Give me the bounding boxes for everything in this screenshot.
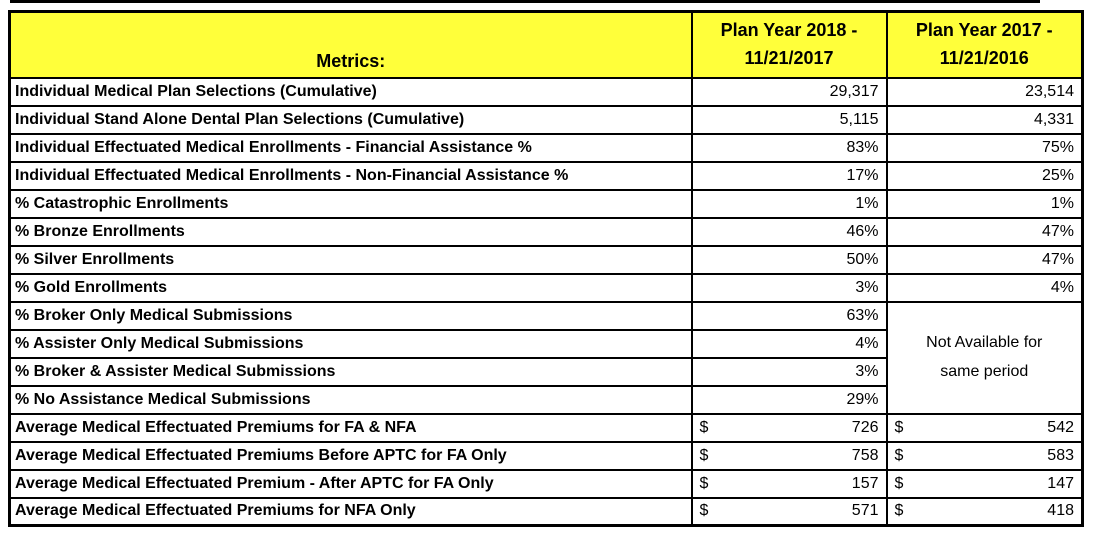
metric-label-cell: % Gold Enrollments xyxy=(8,272,693,303)
value-text: 571 xyxy=(851,502,879,520)
table-row: % No Assistance Medical Submissions 29% xyxy=(8,384,1083,415)
table-row: Average Medical Effectuated Premiums for… xyxy=(8,412,1084,443)
value-2018-cell: 17% xyxy=(690,160,888,191)
metric-label-cell: % Catastrophic Enrollments xyxy=(8,188,693,219)
table-row: % Broker Only Medical Submissions 63% Not … xyxy=(8,300,1084,415)
table-row: Individual Medical Plan Selections (Cumu… xyxy=(8,76,1084,107)
value-2018-cell: $571 xyxy=(690,496,888,527)
value-2017-cell: $147 xyxy=(885,468,1084,499)
table-row: % Broker & Assister Medical Submissions 3… xyxy=(8,356,1083,387)
metrics-table: Metrics: Plan Year 2018 - 11/21/2017 Pla… xyxy=(8,10,1084,527)
value-2017-cell: 4% xyxy=(885,272,1084,303)
value-text: 542 xyxy=(1047,418,1074,436)
plan-year-2018-column-header: Plan Year 2018 - 11/21/2017 xyxy=(690,10,888,79)
table-row: % Assister Only Medical Submissions 4% xyxy=(8,328,1083,359)
table-row: % Silver Enrollments 50% 47% xyxy=(8,244,1084,275)
metric-label-cell: Average Medical Effectuated Premiums for… xyxy=(8,412,693,443)
currency-symbol: $ xyxy=(894,502,904,520)
value-2018-cell: 4% xyxy=(690,328,888,359)
table-row: Average Medical Effectuated Premium - Af… xyxy=(8,468,1084,499)
currency-symbol: $ xyxy=(894,474,904,492)
table-row: Individual Effectuated Medical Enrollmen… xyxy=(8,160,1084,191)
currency-symbol: $ xyxy=(699,502,709,520)
value-2017-cell: 47% xyxy=(885,216,1084,247)
value-2017-cell: 25% xyxy=(885,160,1084,191)
value-2018-cell: 29% xyxy=(690,384,888,415)
value-2017-cell: $583 xyxy=(885,440,1084,471)
metric-label-cell: % Broker & Assister Medical Submissions xyxy=(8,356,693,387)
value-2017-cell: $542 xyxy=(885,412,1084,443)
metric-label-cell: % Silver Enrollments xyxy=(8,244,693,275)
value-2017-cell: 1% xyxy=(885,188,1084,219)
value-text: 583 xyxy=(1047,446,1074,464)
header-row: Metrics: Plan Year 2018 - 11/21/2017 Pla… xyxy=(8,10,1084,79)
metric-label-cell: % Broker Only Medical Submissions xyxy=(8,300,693,331)
metric-label-cell: % No Assistance Medical Submissions xyxy=(8,384,693,415)
currency-symbol: $ xyxy=(894,418,904,436)
table-row: % Gold Enrollments 3% 4% xyxy=(8,272,1084,303)
value-2018-cell: 29,317 xyxy=(690,76,888,107)
value-2018-cell: 46% xyxy=(690,216,888,247)
value-2018-cell: 83% xyxy=(690,132,888,163)
value-2018-cell: $726 xyxy=(690,412,888,443)
value-text: 726 xyxy=(851,418,879,436)
value-2018-cell: 50% xyxy=(690,244,888,275)
table-row: % Bronze Enrollments 46% 47% xyxy=(8,216,1084,247)
table-row: % Catastrophic Enrollments 1% 1% xyxy=(8,188,1084,219)
value-text: 418 xyxy=(1047,502,1074,520)
currency-symbol: $ xyxy=(699,446,709,464)
metric-label-cell: Average Medical Effectuated Premiums Bef… xyxy=(8,440,693,471)
value-2018-cell: 3% xyxy=(690,272,888,303)
table-row: Individual Effectuated Medical Enrollmen… xyxy=(8,132,1084,163)
currency-symbol: $ xyxy=(699,474,709,492)
metric-label-cell: Average Medical Effectuated Premiums for… xyxy=(8,496,693,527)
metric-label-cell: Individual Medical Plan Selections (Cumu… xyxy=(8,76,693,107)
value-2018-cell: $758 xyxy=(690,440,888,471)
value-2017-cell: $418 xyxy=(885,496,1084,527)
value-2017-cell: 75% xyxy=(885,132,1084,163)
metric-label-cell: Average Medical Effectuated Premium - Af… xyxy=(8,468,693,499)
value-2017-cell: 4,331 xyxy=(885,104,1084,135)
metric-label-cell: % Assister Only Medical Submissions xyxy=(8,328,693,359)
value-2018-cell: 3% xyxy=(690,356,888,387)
value-2018-cell: 5,115 xyxy=(690,104,888,135)
metric-label-cell: Individual Effectuated Medical Enrollmen… xyxy=(8,132,693,163)
metric-label-cell: % Bronze Enrollments xyxy=(8,216,693,247)
plan-year-2017-column-header: Plan Year 2017 - 11/21/2016 xyxy=(885,10,1084,79)
value-2017-cell: 23,514 xyxy=(885,76,1084,107)
value-2018-cell: 63% xyxy=(690,300,888,331)
metrics-column-header: Metrics: xyxy=(8,10,693,79)
value-text: 157 xyxy=(851,474,879,492)
metric-label-cell: Individual Stand Alone Dental Plan Selec… xyxy=(8,104,693,135)
table-row: Individual Stand Alone Dental Plan Selec… xyxy=(8,104,1084,135)
not-available-text: Not Available for same period xyxy=(926,333,1043,380)
table-row: Average Medical Effectuated Premiums Bef… xyxy=(8,440,1084,471)
table-row: Average Medical Effectuated Premiums for… xyxy=(8,496,1084,527)
value-2017-cell: 47% xyxy=(885,244,1084,275)
value-2018-cell: $157 xyxy=(690,468,888,499)
currency-symbol: $ xyxy=(894,446,904,464)
not-available-merged-cell: Not Available for same period xyxy=(885,300,1084,415)
table-body: Individual Medical Plan Selections (Cumu… xyxy=(8,76,1084,527)
partial-gridline xyxy=(10,0,1040,3)
value-2018-cell: 1% xyxy=(690,188,888,219)
value-text: 758 xyxy=(851,446,879,464)
metric-label-cell: Individual Effectuated Medical Enrollmen… xyxy=(8,160,693,191)
table-header: Metrics: Plan Year 2018 - 11/21/2017 Pla… xyxy=(8,10,1084,79)
currency-symbol: $ xyxy=(699,418,709,436)
value-text: 147 xyxy=(1047,474,1074,492)
